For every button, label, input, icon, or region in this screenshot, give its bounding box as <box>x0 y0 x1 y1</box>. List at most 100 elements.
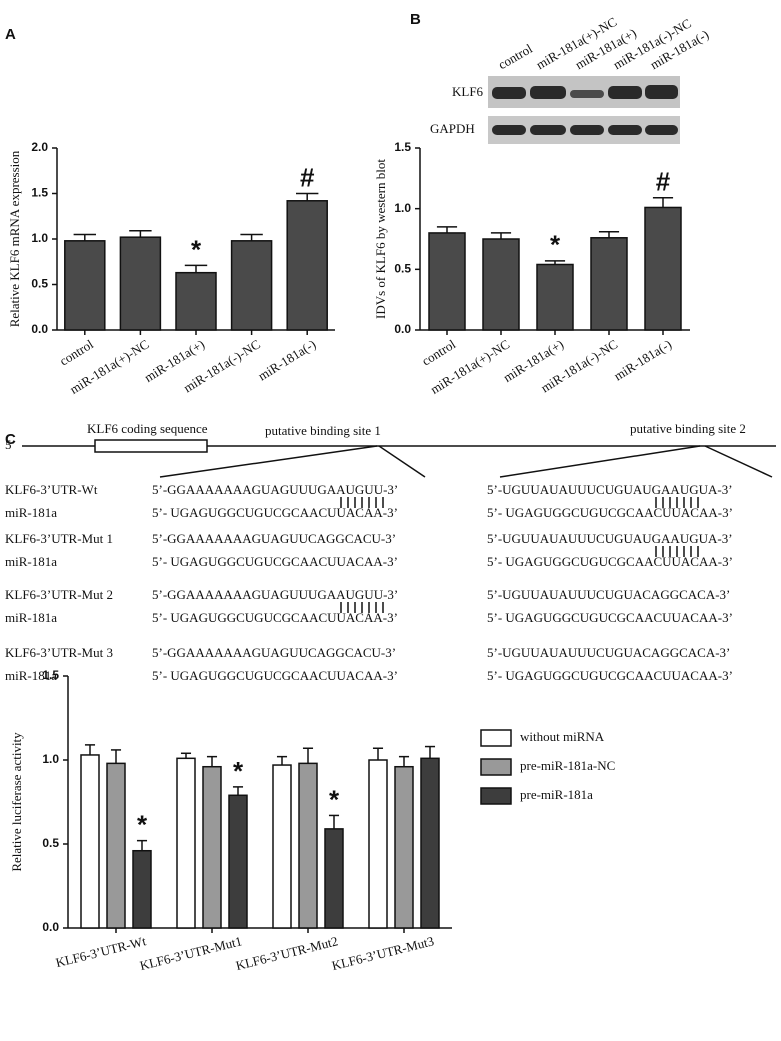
legend-swatch <box>480 787 512 805</box>
y-tick-label: 0.0 <box>42 920 59 934</box>
construct-name: KLF6-3’UTR-Mut 3 <box>5 645 113 660</box>
coding-box <box>94 439 208 453</box>
bar <box>64 240 106 331</box>
significance-mark: * <box>191 234 202 264</box>
significance-mark: * <box>329 784 340 814</box>
blot-band <box>530 86 566 99</box>
sequence: 5’-UGUUAUAUUUCUGUAUGAAUGUA-3’ <box>487 531 733 546</box>
y-tick-label: 1.0 <box>42 752 59 766</box>
bar <box>536 263 574 331</box>
bar <box>272 764 292 929</box>
panel-label: A <box>5 26 16 43</box>
significance-mark: * <box>233 756 244 786</box>
sequence: 5’- UGAGUGGCUGUCGCAACUUACAA-3’ <box>152 554 398 569</box>
significance-mark: # <box>656 167 671 197</box>
bar <box>286 200 328 331</box>
mirna-name: miR-181a <box>5 554 57 569</box>
bar <box>324 828 344 929</box>
y-tick-label: 2.0 <box>31 140 48 154</box>
construct-name: KLF6-3’UTR-Wt <box>5 482 98 497</box>
bar <box>298 762 318 929</box>
significance-mark: * <box>550 230 561 260</box>
sequence: 5’-GGAAAAAAAGUAGUUCAGGCACU-3’ <box>152 531 396 546</box>
sequence: 5’-GGAAAAAAAGUAGUUUGAAUGUU-3’ <box>152 587 398 602</box>
blot <box>488 76 680 144</box>
bar <box>80 754 100 929</box>
y-tick-label: 1.5 <box>42 668 59 682</box>
legend-swatch <box>480 758 512 776</box>
blot-band <box>608 125 642 135</box>
y-tick-label: 1.5 <box>394 140 411 154</box>
bar <box>420 757 440 929</box>
panel-label: B <box>410 11 421 28</box>
y-tick-label: 0.0 <box>31 322 48 336</box>
y-tick-label: 0.0 <box>394 322 411 336</box>
bar <box>644 206 682 331</box>
blot-band <box>492 125 526 135</box>
sequence: 5’- UGAGUGGCUGUCGCAACUUACAA-3’ <box>487 610 733 625</box>
bar <box>394 765 414 929</box>
bar <box>428 232 466 331</box>
bar <box>119 236 162 331</box>
bar <box>368 759 388 929</box>
legend-swatch <box>480 729 512 747</box>
site-label: putative binding site 1 <box>265 423 381 438</box>
bar <box>106 762 126 929</box>
bar <box>482 238 520 331</box>
bar <box>230 240 273 331</box>
bar <box>176 757 196 929</box>
blot-band <box>608 86 642 99</box>
sequence: 5’- UGAGUGGCUGUCGCAACUUACAA-3’ <box>487 505 733 520</box>
y-tick-label: 0.5 <box>42 836 59 850</box>
sequence: 5’-UGUUAUAUUUCUGUAUGAAUGUA-3’ <box>487 482 733 497</box>
zoom-line <box>704 445 773 478</box>
bar <box>132 849 152 929</box>
y-tick-label: 0.5 <box>31 277 48 291</box>
mirna-name: miR-181a <box>5 505 57 520</box>
mirna-name: miR-181a <box>5 668 57 683</box>
blot-band <box>492 87 526 99</box>
bar <box>590 237 628 331</box>
bar <box>228 794 248 929</box>
coding-label: KLF6 coding sequence <box>87 421 208 436</box>
y-tick-label: 1.0 <box>31 231 48 245</box>
y-axis-label: IDVs of KLF6 by western blot <box>373 159 388 319</box>
blot-band <box>570 125 604 135</box>
blot-band <box>570 90 604 98</box>
construct-name: KLF6-3’UTR-Mut 1 <box>5 531 113 546</box>
blot-band <box>645 125 678 135</box>
sequence: 5’- UGAGUGGCUGUCGCAACUUACAA-3’ <box>152 610 398 625</box>
blot-band <box>530 125 566 135</box>
sequence: 5’-UGUUAUAUUUCUGUACAGGCACA-3’ <box>487 587 730 602</box>
sequence: 5’- UGAGUGGCUGUCGCAACUUACAA-3’ <box>152 668 398 683</box>
panel-label: C <box>5 431 16 448</box>
y-tick-label: 0.5 <box>394 262 411 276</box>
sequence: 5’- UGAGUGGCUGUCGCAACUUACAA-3’ <box>152 505 398 520</box>
blot-band <box>645 85 678 99</box>
sequence: 5’-UGUUAUAUUUCUGUACAGGCACA-3’ <box>487 645 730 660</box>
y-axis-label: Relative KLF6 mRNA expression <box>7 150 22 327</box>
legend-label: pre-miR-181a-NC <box>520 758 615 773</box>
significance-mark: * <box>137 810 148 840</box>
bar <box>175 271 217 331</box>
y-tick-label: 1.0 <box>394 201 411 215</box>
sequence: 5’- UGAGUGGCUGUCGCAACUUACAA-3’ <box>487 668 733 683</box>
legend-label: without miRNA <box>520 729 605 744</box>
blot-row-label: KLF6 <box>452 84 484 99</box>
blot-row-label: GAPDH <box>430 121 475 136</box>
sequence: 5’- UGAGUGGCUGUCGCAACUUACAA-3’ <box>487 554 733 569</box>
legend-label: pre-miR-181a <box>520 787 593 802</box>
sequence: 5’-GGAAAAAAAGUAGUUCAGGCACU-3’ <box>152 645 396 660</box>
construct-name: KLF6-3’UTR-Mut 2 <box>5 587 113 602</box>
y-tick-label: 1.5 <box>31 186 48 200</box>
zoom-line <box>159 445 378 478</box>
site-label: putative binding site 2 <box>630 421 746 436</box>
gene-diagram: 5’ KLF6 coding sequence putative binding… <box>5 421 776 478</box>
bar <box>202 765 222 929</box>
mirna-name: miR-181a <box>5 610 57 625</box>
sequence: 5’-GGAAAAAAAGUAGUUUGAAUGUU-3’ <box>152 482 398 497</box>
y-axis-label: Relative luciferase activity <box>9 732 24 872</box>
significance-mark: # <box>300 162 315 192</box>
